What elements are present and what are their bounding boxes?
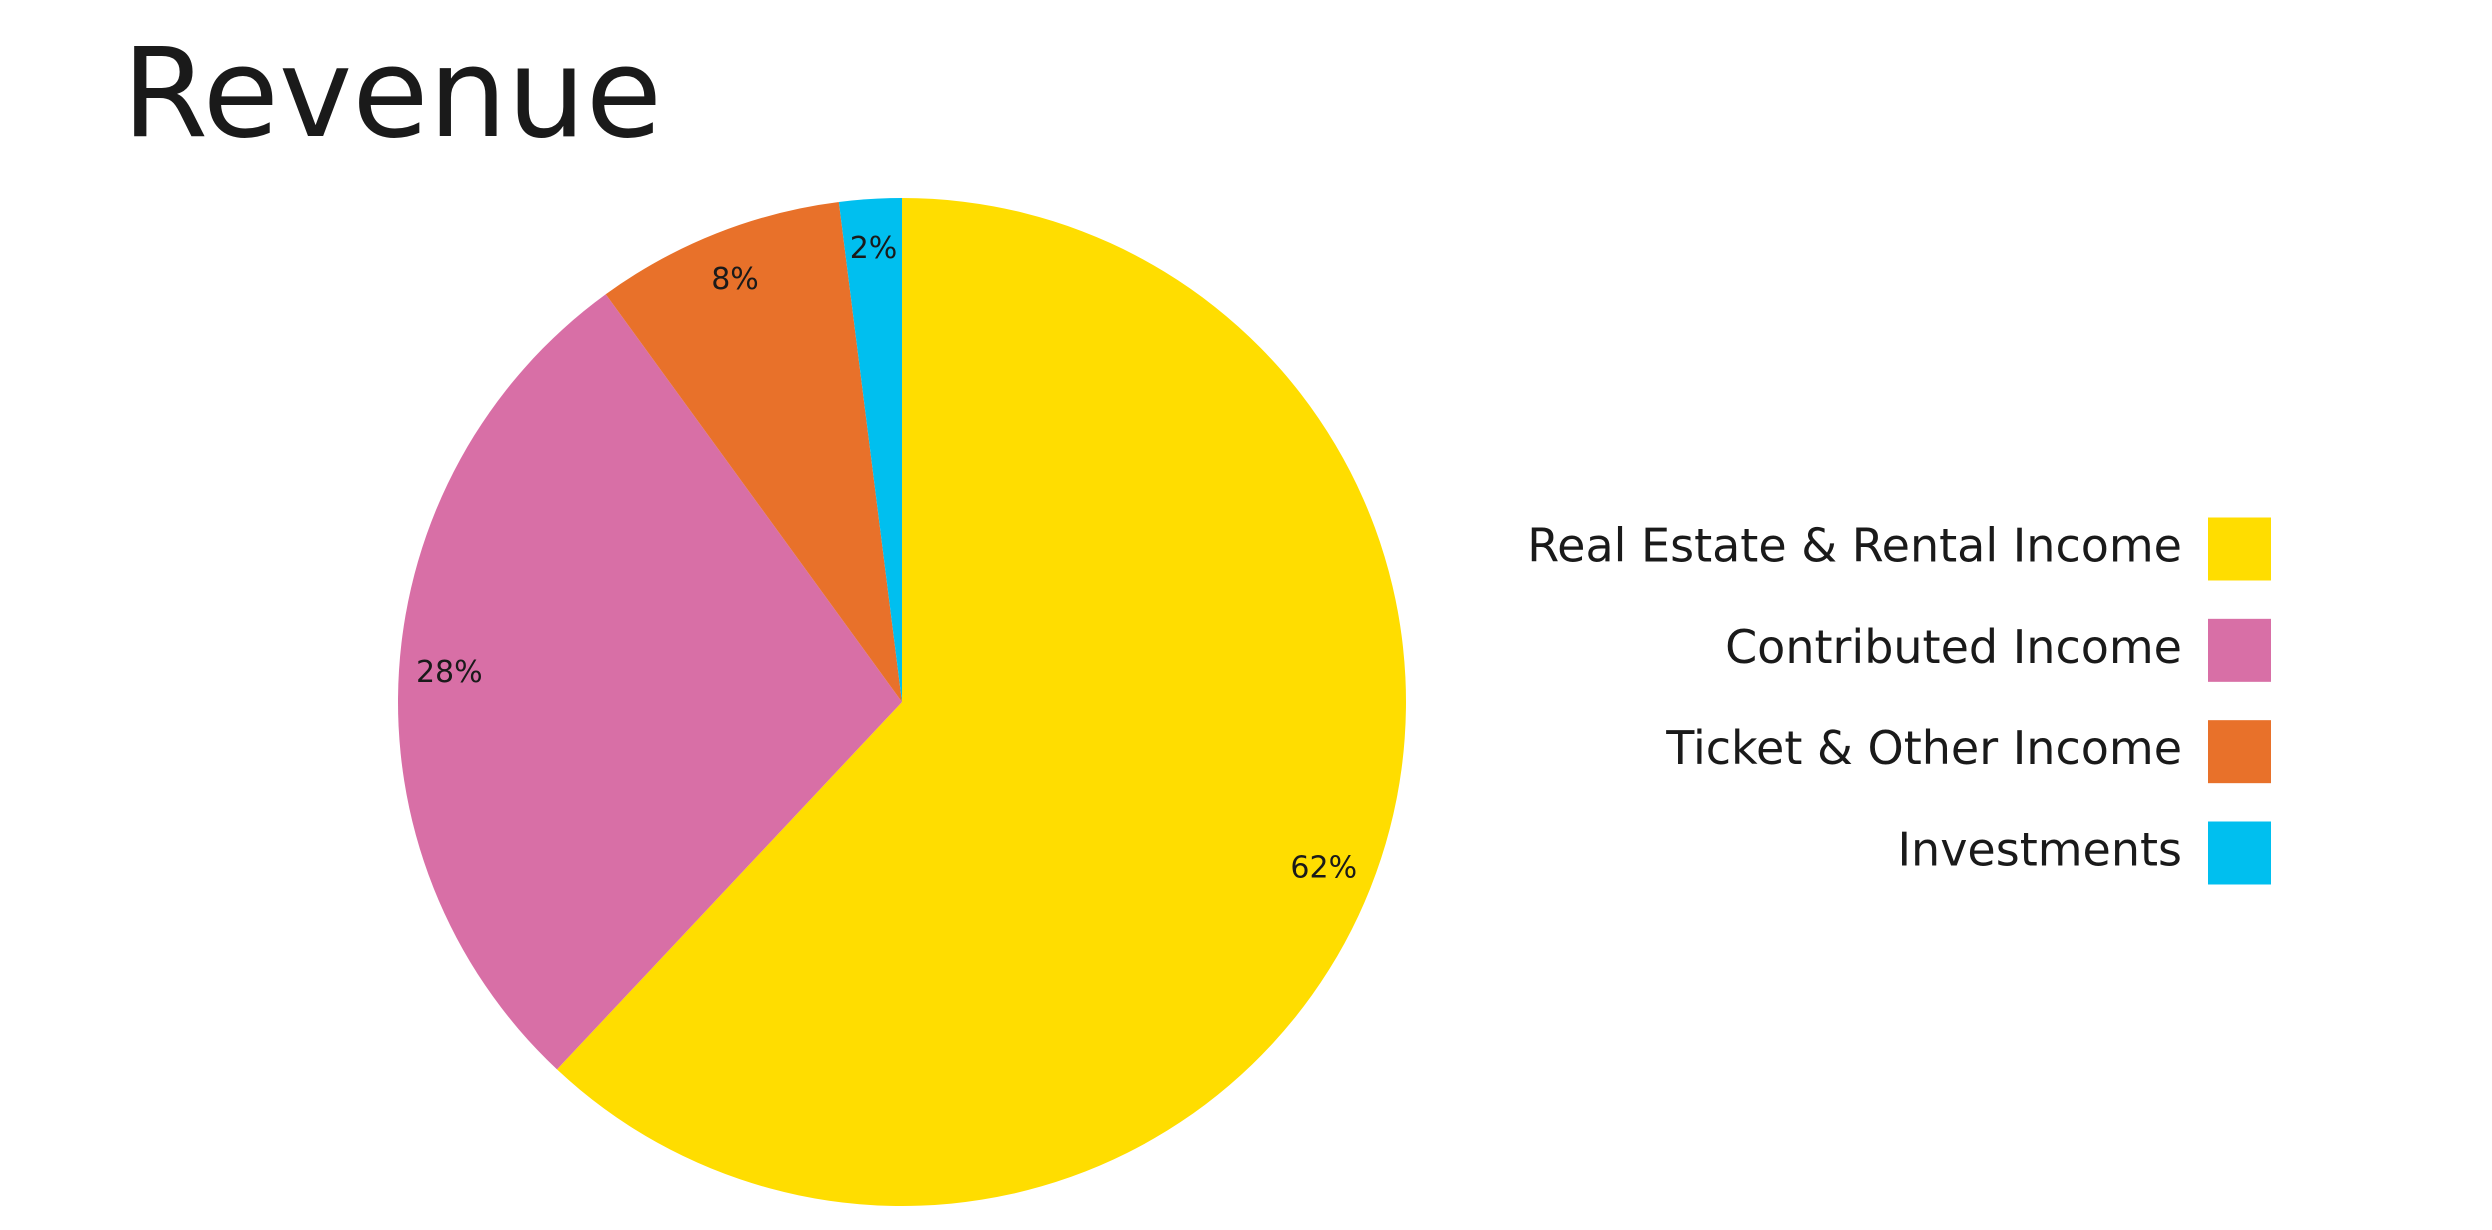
pie-slice xyxy=(556,198,1407,1206)
data-label: 62% xyxy=(1290,850,1357,885)
legend-label: Investments xyxy=(1897,823,2182,877)
legend-swatch xyxy=(2208,517,2271,581)
pie-slice xyxy=(398,294,902,1070)
pie-slice xyxy=(838,198,902,702)
legend-label: Contributed Income xyxy=(1725,620,2182,674)
pie-slice xyxy=(605,201,902,703)
legend-label: Ticket & Other Income xyxy=(1665,721,2182,775)
legend-swatch xyxy=(2208,618,2271,682)
data-label: 8% xyxy=(711,262,759,297)
data-label: 28% xyxy=(416,655,483,690)
chart-title: Revenue xyxy=(122,22,662,166)
legend-swatch xyxy=(2208,720,2271,784)
legend-label: Real Estate & Rental Income xyxy=(1527,519,2182,573)
data-label: 2% xyxy=(850,231,898,266)
legend-swatch xyxy=(2208,821,2271,885)
